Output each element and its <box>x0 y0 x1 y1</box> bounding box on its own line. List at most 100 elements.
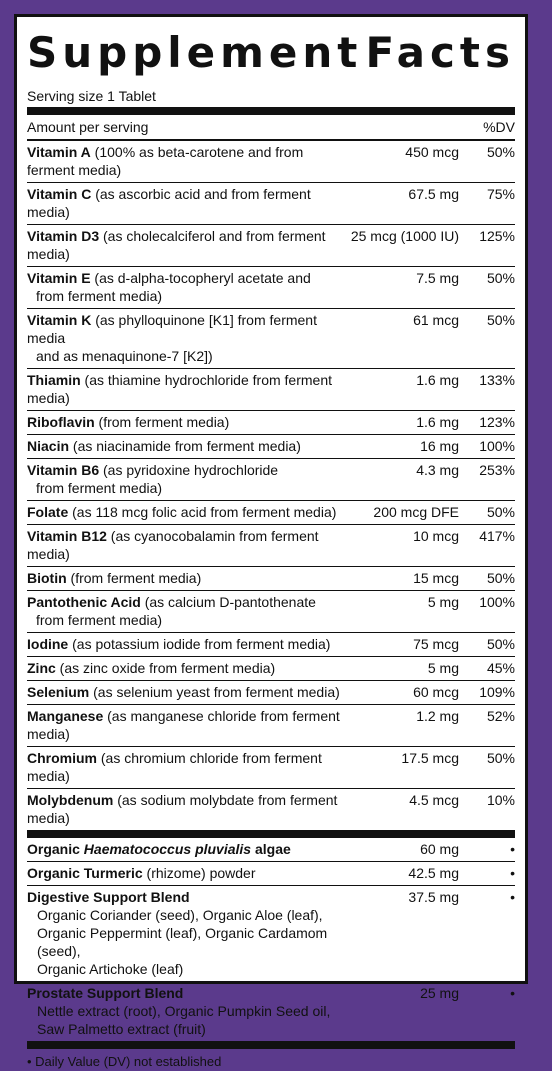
nutrient-name: Selenium <box>27 684 90 700</box>
ingredient-amount: 60 mg <box>420 841 459 857</box>
nutrient-dv: 417% <box>479 528 515 544</box>
other-ingredients-list: Organic Haematococcus pluvialis algae 60 … <box>27 838 515 1049</box>
nutrient-name-cell: Zinc (as zinc oxide from ferment media) <box>27 660 276 676</box>
nutrient-row: Vitamin B12 (as cyanocobalamin from ferm… <box>27 525 515 567</box>
nutrient-dv: 50% <box>486 504 515 520</box>
nutrient-amount: 5 mg <box>427 660 459 676</box>
nutrient-row: Folate (as 118 mcg folic acid from ferme… <box>27 501 515 525</box>
nutrient-row: Pantothenic Acid (as calcium D-pantothen… <box>27 591 515 633</box>
nutrient-amount: 17.5 mcg <box>401 750 459 766</box>
nutrient-row: Manganese (as manganese chloride from fe… <box>27 705 515 747</box>
nutrient-dv: 10% <box>486 792 515 808</box>
nutrient-amount: 67.5 mg <box>408 186 459 202</box>
ingredient-dv: • <box>510 985 515 1001</box>
nutrient-amount: 4.5 mcg <box>409 792 459 808</box>
nutrient-amount: 4.3 mg <box>416 462 459 478</box>
nutrient-name-cell: Biotin (from ferment media) <box>27 570 202 586</box>
nutrient-dv: 123% <box>479 414 515 430</box>
ingredient-name: Prostate Support Blend <box>27 985 184 1001</box>
nutrient-amount: 5 mg <box>427 594 459 610</box>
nutrient-dv: 133% <box>479 372 515 388</box>
column-header: Amount per serving %DV <box>27 115 515 141</box>
nutrient-dv: 52% <box>486 708 515 724</box>
nutrient-name: Vitamin B12 <box>27 528 107 544</box>
nutrient-name-cell: Thiamin (as thiamine hydrochloride from … <box>27 372 332 406</box>
blend-component-line: Organic Peppermint (leaf), Organic Carda… <box>37 925 328 959</box>
blend-component-line: Organic Coriander (seed), Organic Aloe (… <box>37 907 323 923</box>
nutrient-amount: 1.2 mg <box>416 708 459 724</box>
nutrient-dv: 253% <box>479 462 515 478</box>
panel-title: Supplement Facts <box>27 25 515 81</box>
nutrient-row: Molybdenum (as sodium molybdate from fer… <box>27 789 515 838</box>
nutrient-desc-line2: from ferment media) <box>36 612 163 628</box>
nutrient-amount: 15 mcg <box>413 570 459 586</box>
nutrient-name: Manganese <box>27 708 104 724</box>
nutrient-name: Vitamin A <box>27 144 91 160</box>
nutrient-dv: 50% <box>486 750 515 766</box>
nutrient-name: Vitamin K <box>27 312 92 328</box>
footnote: • Daily Value (DV) not established <box>27 1054 222 1069</box>
nutrient-name: Biotin <box>27 570 67 586</box>
nutrient-name-cell: Vitamin B6 (as pyridoxine hydrochloride f… <box>27 461 349 497</box>
ingredient-name: Organic Haematococcus pluvialis algae <box>27 841 291 857</box>
dv-header: %DV <box>483 119 515 135</box>
nutrient-dv: 75% <box>486 186 515 202</box>
ingredient-dv: • <box>510 889 515 905</box>
nutrient-name-cell: Pantothenic Acid (as calcium D-pantothen… <box>27 593 349 629</box>
ingredient-name-cell: Organic Turmeric (rhizome) powder <box>27 865 256 881</box>
nutrient-name: Thiamin <box>27 372 81 388</box>
nutrient-dv: 125% <box>479 228 515 244</box>
blend-component-line: Nettle extract (root), Organic Pumpkin S… <box>37 1003 331 1019</box>
nutrient-amount: 7.5 mg <box>416 270 459 286</box>
nutrient-dv: 50% <box>486 636 515 652</box>
ingredient-row: Prostate Support Blend Nettle extract (ro… <box>27 982 515 1049</box>
nutrient-dv: 45% <box>486 660 515 676</box>
ingredient-dv: • <box>510 841 515 857</box>
nutrient-row: Riboflavin (from ferment media) 1.6 mg 123… <box>27 411 515 435</box>
nutrient-amount: 25 mcg (1000 IU) <box>350 228 459 244</box>
nutrient-dv: 50% <box>486 570 515 586</box>
ingredient-name: Digestive Support Blend <box>27 889 190 905</box>
nutrient-amount: 450 mcg <box>405 144 459 160</box>
ingredient-dv: • <box>510 865 515 881</box>
nutrient-row: Vitamin K (as phylloquinone [K1] from fe… <box>27 309 515 369</box>
nutrient-name-cell: Selenium (as selenium yeast from ferment… <box>27 684 340 700</box>
supplement-facts-panel: Supplement Facts Serving size 1 Tablet A… <box>14 14 528 1069</box>
nutrient-dv: 109% <box>479 684 515 700</box>
ingredient-name: Organic Turmeric <box>27 865 143 881</box>
nutrient-name-cell: Folate (as 118 mcg folic acid from ferme… <box>27 504 337 520</box>
nutrient-name: Molybdenum <box>27 792 114 808</box>
nutrient-name: Vitamin B6 <box>27 462 100 478</box>
ingredient-amount: 42.5 mg <box>408 865 459 881</box>
ingredient-row: Digestive Support Blend Organic Coriander… <box>27 886 515 982</box>
nutrient-dv: 100% <box>479 594 515 610</box>
nutrient-name: Vitamin C <box>27 186 92 202</box>
nutrient-name: Chromium <box>27 750 97 766</box>
nutrient-desc-line2: from ferment media) <box>36 480 163 496</box>
nutrient-name-cell: Vitamin K (as phylloquinone [K1] from fe… <box>27 311 349 365</box>
nutrient-amount: 61 mcg <box>413 312 459 328</box>
nutrient-row: Niacin (as niacinamide from ferment medi… <box>27 435 515 459</box>
ingredient-name-italic: Haematococcus pluvialis <box>83 841 252 857</box>
blend-component-line: Organic Artichoke (leaf) <box>37 961 184 977</box>
nutrient-row: Thiamin (as thiamine hydrochloride from … <box>27 369 515 411</box>
nutrient-name-cell: Chromium (as chromium chloride from ferm… <box>27 750 322 784</box>
ingredient-name-cell: Organic Haematococcus pluvialis algae <box>27 840 349 858</box>
nutrient-row: Iodine (as potassium iodide from ferment… <box>27 633 515 657</box>
title-word-2: Facts <box>365 28 515 77</box>
nutrient-row: Selenium (as selenium yeast from ferment… <box>27 681 515 705</box>
nutrient-name-cell: Molybdenum (as sodium molybdate from fer… <box>27 792 338 826</box>
nutrient-amount: 1.6 mg <box>416 372 459 388</box>
nutrient-name: Riboflavin <box>27 414 95 430</box>
nutrient-name-cell: Iodine (as potassium iodide from ferment… <box>27 636 331 652</box>
nutrient-name-cell: Manganese (as manganese chloride from fe… <box>27 708 340 742</box>
nutrient-row: Vitamin C (as ascorbic acid and from fer… <box>27 183 515 225</box>
nutrient-row: Biotin (from ferment media) 15 mcg 50% <box>27 567 515 591</box>
nutrient-name: Vitamin E <box>27 270 91 286</box>
nutrient-amount: 200 mcg DFE <box>373 504 459 520</box>
ingredient-row: Organic Turmeric (rhizome) powder 42.5 mg… <box>27 862 515 886</box>
nutrient-name-cell: Riboflavin (from ferment media) <box>27 414 230 430</box>
nutrient-row: Vitamin D3 (as cholecalciferol and from … <box>27 225 515 267</box>
blend-component-line: Saw Palmetto extract (fruit) <box>37 1021 206 1037</box>
nutrient-desc-line2: and as menaquinone-7 [K2]) <box>36 348 213 364</box>
